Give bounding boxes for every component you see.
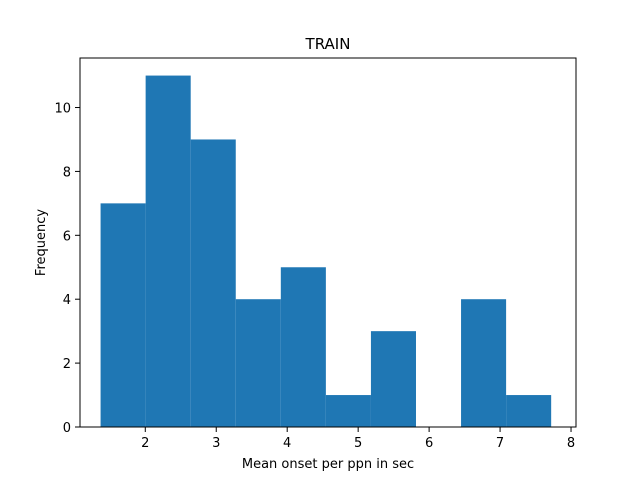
x-tick-label: 8 (567, 436, 575, 451)
x-tick-label: 3 (212, 436, 220, 451)
y-tick-label: 2 (63, 357, 71, 372)
plot-frame (79, 57, 577, 428)
y-axis: 0 2 4 6 8 10 (54, 102, 80, 436)
y-tick-label: 8 (63, 165, 71, 180)
histogram-bar (190, 139, 236, 427)
x-tick-label: 7 (496, 436, 504, 451)
y-tick-label: 10 (54, 102, 71, 117)
x-axis-label: Mean onset per ppn in sec (242, 457, 414, 472)
histogram-bar (325, 395, 371, 427)
x-tick-label: 5 (354, 436, 362, 451)
y-tick-label: 4 (63, 293, 71, 308)
histogram-bar (145, 75, 191, 428)
x-tick-label: 4 (283, 436, 291, 451)
chart-title: TRAIN (305, 35, 351, 53)
bars-group (100, 75, 552, 428)
histogram-bar (506, 395, 552, 427)
y-axis-label: Frequency (34, 209, 49, 276)
x-axis: 2 3 4 5 6 7 8 (141, 427, 575, 451)
x-tick-label: 2 (141, 436, 149, 451)
y-tick-label: 6 (63, 229, 71, 244)
histogram-bar (100, 203, 146, 427)
histogram-bar (280, 267, 326, 427)
histogram-bar (235, 299, 281, 427)
histogram-bar (461, 299, 507, 427)
y-tick-label: 0 (63, 421, 71, 436)
histogram-bar (370, 331, 416, 427)
x-tick-label: 6 (425, 436, 433, 451)
